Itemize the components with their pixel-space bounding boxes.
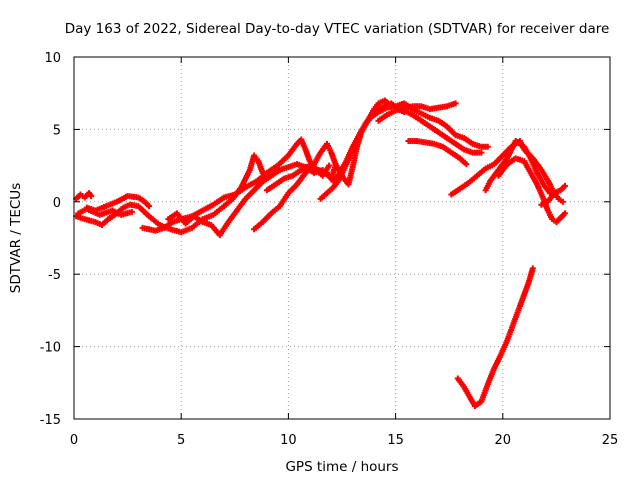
data-point xyxy=(484,143,491,150)
data-point xyxy=(128,208,135,215)
data-point xyxy=(559,198,566,205)
data-point xyxy=(463,161,470,168)
x-tick-label: 0 xyxy=(70,433,78,448)
y-tick-label: 0 xyxy=(53,196,61,211)
y-tick-label: -10 xyxy=(40,341,61,356)
grid xyxy=(74,57,610,419)
y-tick-label: -5 xyxy=(48,268,61,283)
x-tick-label: 5 xyxy=(177,433,185,448)
tick-labels: 0 5 10 15 20 25 10 5 0 -5 -10 -15 xyxy=(40,51,619,448)
y-tick-label: -15 xyxy=(40,413,61,428)
data-point xyxy=(88,193,95,200)
data-point xyxy=(478,149,485,156)
chart-title: Day 163 of 2022, Sidereal Day-to-day VTE… xyxy=(65,21,610,37)
data-point xyxy=(452,100,459,107)
x-tick-label: 10 xyxy=(280,433,297,448)
x-tick-label: 25 xyxy=(602,433,619,448)
data-point xyxy=(529,265,536,272)
x-axis-label: GPS time / hours xyxy=(285,459,398,475)
x-tick-label: 15 xyxy=(387,433,404,448)
data-points xyxy=(73,97,568,409)
y-axis-label: SDTVAR / TECUs xyxy=(8,183,24,293)
data-point xyxy=(561,182,568,189)
y-tick-label: 10 xyxy=(44,51,61,66)
data-point xyxy=(326,162,333,169)
data-point xyxy=(561,210,568,217)
y-tick-label: 5 xyxy=(53,123,61,138)
data-point xyxy=(146,203,153,210)
plot-frame xyxy=(73,56,611,420)
x-tick-label: 20 xyxy=(495,433,512,448)
